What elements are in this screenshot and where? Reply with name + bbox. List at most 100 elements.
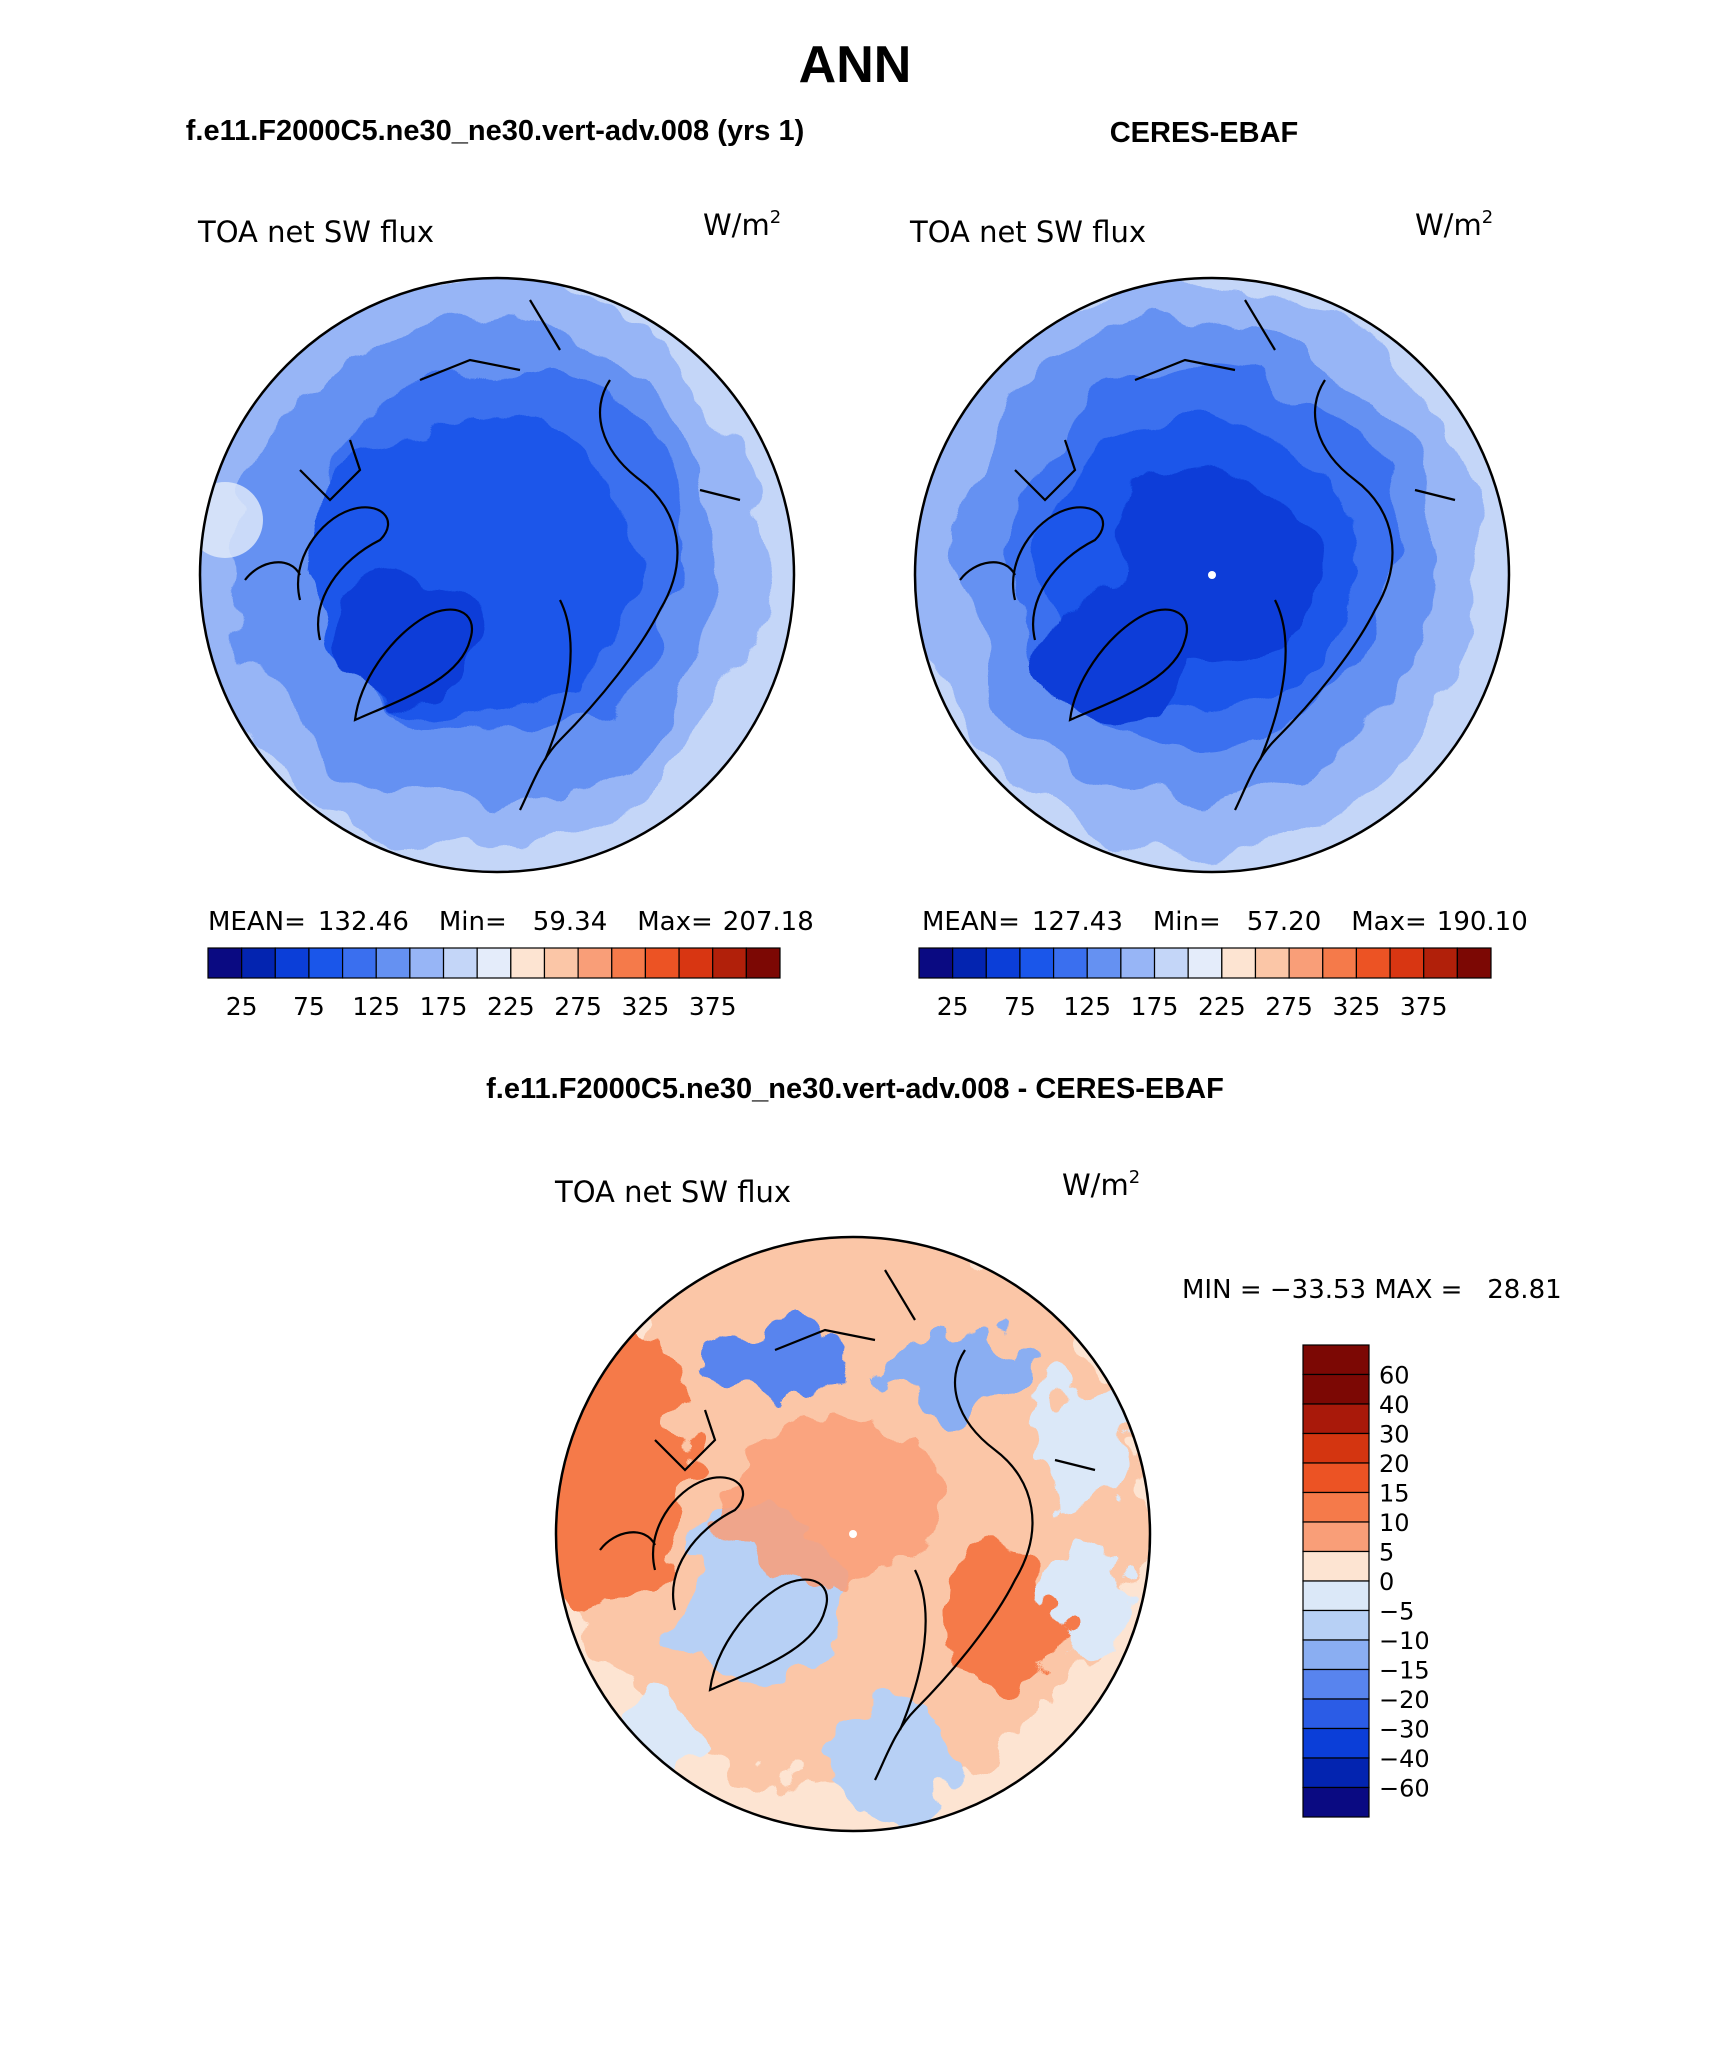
panel-model: f.e11.F2000C5.ne30_ne30.vert-adv.008 (yr… [186, 115, 814, 1021]
diff-colorbar-tick-label: −10 [1379, 1627, 1430, 1655]
obs-colorbar-tick-label: 375 [1400, 992, 1448, 1021]
model-colorbar-box [712, 947, 747, 979]
diff-colorbar-box [1302, 1668, 1370, 1700]
diff-colorbar-box [1302, 1344, 1370, 1376]
obs-colorbar: 25 75 125 175 225 275 325 375 [918, 947, 1492, 1021]
diff-polar-map [556, 1237, 1150, 1831]
diff-title: f.e11.F2000C5.ne30_ne30.vert-adv.008 - C… [486, 1073, 1224, 1105]
model-colorbar-box [543, 947, 579, 979]
obs-colorbar-box [1052, 947, 1088, 979]
diff-colorbar-tick-label: −15 [1379, 1657, 1430, 1685]
obs-colorbar-box [1120, 947, 1156, 979]
model-colorbar-tick-label: 75 [293, 992, 325, 1021]
diff-colorbar-box [1302, 1491, 1370, 1523]
diff-colorbar-box [1302, 1609, 1370, 1641]
obs-colorbar-box [918, 947, 954, 979]
obs-colorbar-box [1221, 947, 1257, 979]
diff-colorbar-tick-label: 15 [1379, 1480, 1410, 1508]
obs-colorbar-box [1086, 947, 1122, 979]
obs-colorbar-tick-label: 275 [1265, 992, 1313, 1021]
obs-colorbar-box [985, 947, 1021, 979]
obs-colorbar-tick-label: 175 [1131, 992, 1179, 1021]
diff-coastlines [599, 1269, 1096, 1781]
obs-polar-map [915, 278, 1509, 872]
diff-colorbar-box [1302, 1757, 1370, 1789]
diff-colorbar-box [1302, 1521, 1370, 1553]
model-colorbar-box [409, 947, 445, 979]
obs-colorbar-box [1423, 947, 1458, 979]
model-coastlines [244, 299, 741, 811]
model-colorbar-tick-label: 225 [487, 992, 535, 1021]
model-colorbar-box [745, 947, 781, 979]
model-case-title: f.e11.F2000C5.ne30_ne30.vert-adv.008 (yr… [186, 115, 805, 147]
obs-colorbar-box [1187, 947, 1223, 979]
diff-colorbar-box [1302, 1462, 1370, 1494]
panel-difference: f.e11.F2000C5.ne30_ne30.vert-adv.008 - C… [486, 1073, 1562, 1833]
diff-colorbar-box [1302, 1727, 1370, 1759]
diff-colorbar-tick-label: 40 [1379, 1391, 1410, 1419]
panel-obs: CERES-EBAF TOA net SW flux W/m2 [909, 117, 1528, 1021]
obs-units-label: W/m2 [1415, 207, 1493, 242]
model-map-boundary [198, 276, 796, 874]
diff-colorbar-tick-label: −60 [1379, 1775, 1430, 1803]
diff-colorbar-box [1302, 1639, 1370, 1671]
diff-colorbar-tick-label: 0 [1379, 1568, 1394, 1596]
model-colorbar-tick-label: 175 [420, 992, 468, 1021]
diff-colorbar-tick-label: 60 [1379, 1362, 1410, 1390]
obs-colorbar-box [1288, 947, 1324, 979]
obs-colorbar-box [1153, 947, 1189, 979]
model-colorbar-box [241, 947, 276, 979]
diff-map-boundary [554, 1235, 1152, 1833]
obs-colorbar-box [1389, 947, 1425, 979]
diff-colorbar-tick-label: −30 [1379, 1716, 1430, 1744]
model-colorbar-box [510, 947, 546, 979]
diff-variable-label: TOA net SW flux [554, 1175, 791, 1209]
diff-colorbar-box [1302, 1373, 1370, 1405]
model-colorbar-box [644, 947, 680, 979]
model-colorbar-box [577, 947, 613, 979]
diff-colorbar-tick-label: −20 [1379, 1686, 1430, 1714]
model-colorbar-box [442, 947, 478, 979]
diff-colorbar-tick-label: −40 [1379, 1745, 1430, 1773]
diff-colorbar-tick-label: 20 [1379, 1450, 1410, 1478]
obs-colorbar-box [1355, 947, 1391, 979]
model-colorbar-box [611, 947, 647, 979]
model-units-label: W/m2 [703, 207, 781, 242]
obs-colorbar-box [1322, 947, 1358, 979]
model-colorbar: 25 75 125 175 225 275 325 375 [207, 947, 781, 1021]
diff-colorbar-box [1302, 1432, 1370, 1464]
diff-colorbar-box [1302, 1580, 1370, 1612]
obs-colorbar-tick-label: 25 [937, 992, 969, 1021]
model-colorbar-box [375, 947, 411, 979]
diff-colorbar-tick-label: 10 [1379, 1509, 1410, 1537]
diff-colorbar-box [1302, 1698, 1370, 1730]
obs-colorbar-tick-label: 225 [1198, 992, 1246, 1021]
diff-colorbar-box [1302, 1786, 1370, 1818]
model-variable-label: TOA net SW flux [197, 215, 434, 249]
obs-case-title: CERES-EBAF [1110, 117, 1299, 149]
obs-colorbar-tick-label: 325 [1333, 992, 1381, 1021]
obs-colorbar-box [1456, 947, 1492, 979]
model-colorbar-tick-label: 325 [622, 992, 670, 1021]
model-colorbar-box [678, 947, 714, 979]
model-colorbar-tick-label: 275 [554, 992, 602, 1021]
model-stats: MEAN= 132.46 Min= 59.34 Max= 207.18 [208, 907, 814, 937]
model-colorbar-tick-label: 125 [352, 992, 400, 1021]
obs-colorbar-tick-label: 125 [1063, 992, 1111, 1021]
model-colorbar-box [274, 947, 310, 979]
obs-map-boundary [913, 276, 1511, 874]
obs-colorbar-box [1254, 947, 1290, 979]
model-colorbar-box [207, 947, 243, 979]
obs-variable-label: TOA net SW flux [909, 215, 1146, 249]
diff-colorbar-box [1302, 1403, 1370, 1435]
model-colorbar-tick-label: 25 [226, 992, 258, 1021]
model-colorbar-tick-label: 375 [689, 992, 737, 1021]
obs-stats: MEAN= 127.43 Min= 57.20 Max= 190.10 [922, 907, 1528, 937]
obs-colorbar-box [1019, 947, 1055, 979]
obs-coastlines [959, 299, 1456, 811]
figure-title: ANN [799, 36, 912, 94]
model-colorbar-box [341, 947, 377, 979]
obs-colorbar-box [952, 947, 987, 979]
